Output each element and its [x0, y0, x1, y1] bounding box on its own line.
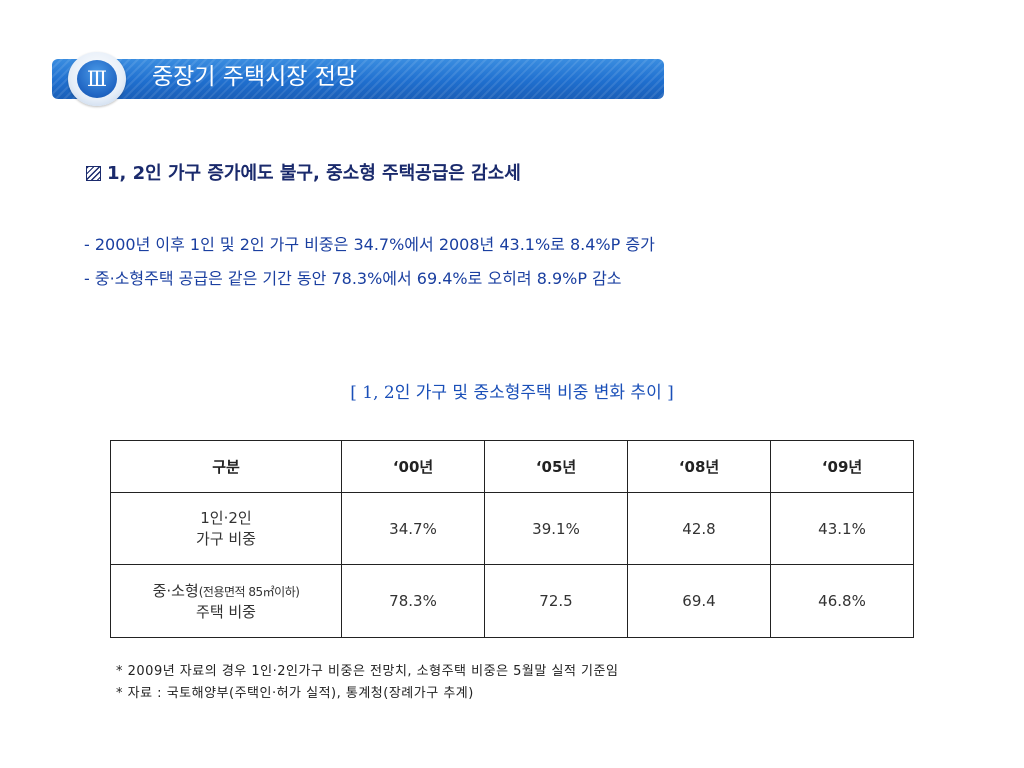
row-label: 중·소형(전용면적 85㎡이하) 주택 비중 — [111, 581, 341, 622]
row-label-cell: 중·소형(전용면적 85㎡이하) 주택 비중 — [110, 564, 342, 638]
hatched-square-icon — [86, 166, 101, 181]
page-title: 중장기 주택시장 전망 — [152, 64, 358, 90]
table-cell: 72.5 — [484, 564, 628, 638]
data-table: 구분 ‘00년 ‘05년 ‘08년 ‘09년 1인·2인 가구 비중 34.7%… — [110, 440, 914, 638]
table-cell: 69.4 — [627, 564, 771, 638]
title-banner — [52, 59, 664, 99]
table-caption: [ 1, 2인 가구 및 중소형주택 비중 변화 추이 ] — [350, 383, 674, 403]
column-header: ‘09년 — [770, 440, 914, 493]
section-numeral: Ⅲ — [77, 60, 117, 98]
column-header: ‘00년 — [341, 440, 485, 493]
section-badge: Ⅲ — [68, 52, 126, 106]
column-header: ‘08년 — [627, 440, 771, 493]
bullet-item: - 중·소형주택 공급은 같은 기간 동안 78.3%에서 69.4%로 오히려… — [84, 269, 622, 288]
row-label-line1: 중·소형 — [152, 581, 199, 600]
section-heading: 1, 2인 가구 증가에도 불구, 중소형 주택공급은 감소세 — [86, 160, 521, 188]
bullet-list: - 2000년 이후 1인 및 2인 가구 비중은 34.7%에서 2008년 … — [84, 232, 655, 300]
row-label-note: (전용면적 85㎡이하) — [198, 584, 300, 599]
table-cell: 42.8 — [627, 492, 771, 565]
table-cell: 78.3% — [341, 564, 485, 638]
section-heading-text: 1, 2인 가구 증가에도 불구, 중소형 주택공급은 감소세 — [107, 163, 521, 184]
table-header-row: 구분 ‘00년 ‘05년 ‘08년 ‘09년 — [110, 440, 914, 493]
row-label-cell: 1인·2인 가구 비중 — [110, 492, 342, 565]
column-header: 구분 — [110, 440, 342, 493]
table-row: 중·소형(전용면적 85㎡이하) 주택 비중 78.3% 72.5 69.4 4… — [110, 564, 914, 638]
footnote: * 2009년 자료의 경우 1인·2인가구 비중은 전망치, 소형주택 비중은… — [116, 664, 619, 679]
table-cell: 39.1% — [484, 492, 628, 565]
footnote: * 자료 : 국토해양부(주택인·허가 실적), 통계청(장례가구 추계) — [116, 686, 474, 701]
row-label-line2: 가구 비중 — [196, 530, 256, 548]
table-cell: 34.7% — [341, 492, 485, 565]
table-cell: 43.1% — [770, 492, 914, 565]
table-cell: 46.8% — [770, 564, 914, 638]
row-label-line1: 1인·2인 — [200, 509, 252, 527]
row-label-line2: 주택 비중 — [196, 602, 256, 621]
footnotes: * 2009년 자료의 경우 1인·2인가구 비중은 전망치, 소형주택 비중은… — [116, 661, 618, 705]
bullet-item: - 2000년 이후 1인 및 2인 가구 비중은 34.7%에서 2008년 … — [84, 235, 655, 254]
table-row: 1인·2인 가구 비중 34.7% 39.1% 42.8 43.1% — [110, 492, 914, 565]
column-header: ‘05년 — [484, 440, 628, 493]
row-label: 1인·2인 가구 비중 — [111, 508, 341, 549]
